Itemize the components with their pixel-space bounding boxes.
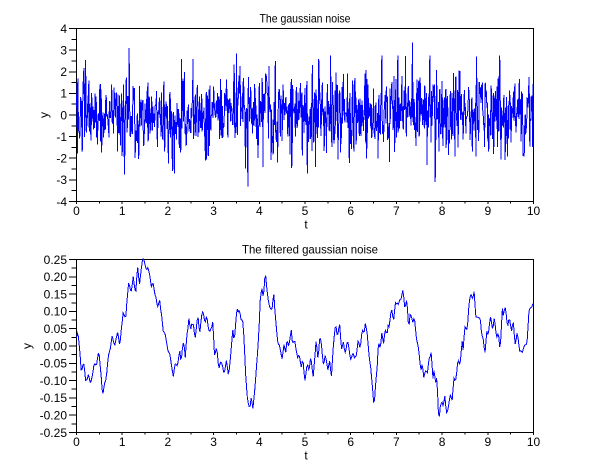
svg-text:0: 0: [60, 108, 67, 122]
svg-text:0.20: 0.20: [44, 270, 68, 284]
svg-text:-4: -4: [56, 195, 67, 209]
svg-text:1: 1: [119, 435, 126, 449]
svg-text:-0.15: -0.15: [40, 391, 68, 405]
svg-text:2: 2: [165, 435, 172, 449]
svg-text:1: 1: [60, 87, 67, 101]
svg-text:6: 6: [347, 204, 354, 218]
svg-text:-2: -2: [56, 152, 67, 166]
svg-text:9: 9: [484, 204, 491, 218]
svg-text:t: t: [304, 217, 308, 231]
svg-text:-3: -3: [56, 173, 67, 187]
svg-text:-0.20: -0.20: [40, 409, 68, 423]
svg-text:0.15: 0.15: [44, 287, 68, 301]
svg-text:3: 3: [60, 43, 67, 57]
svg-text:4: 4: [256, 435, 263, 449]
svg-text:2: 2: [165, 204, 172, 218]
svg-text:t: t: [304, 448, 308, 461]
svg-text:6: 6: [347, 435, 354, 449]
svg-text:9: 9: [484, 435, 491, 449]
svg-text:8: 8: [439, 204, 446, 218]
svg-text:4: 4: [60, 22, 67, 36]
svg-text:10: 10: [527, 204, 541, 218]
svg-text:3: 3: [210, 204, 217, 218]
svg-text:7: 7: [393, 204, 400, 218]
svg-text:0.25: 0.25: [44, 253, 68, 267]
svg-text:1: 1: [119, 204, 126, 218]
svg-text:7: 7: [393, 435, 400, 449]
svg-text:0: 0: [73, 204, 80, 218]
svg-text:y: y: [20, 343, 34, 349]
svg-text:-1: -1: [56, 130, 67, 144]
svg-text:3: 3: [210, 435, 217, 449]
svg-text:0.00: 0.00: [44, 339, 68, 353]
svg-text:10: 10: [527, 435, 541, 449]
svg-text:-0.25: -0.25: [40, 426, 68, 440]
svg-text:The filtered gaussian noise: The filtered gaussian noise: [242, 242, 378, 256]
svg-text:0: 0: [73, 435, 80, 449]
svg-text:0.10: 0.10: [44, 305, 68, 319]
svg-text:5: 5: [302, 204, 309, 218]
svg-text:0.05: 0.05: [44, 322, 68, 336]
svg-text:5: 5: [302, 435, 309, 449]
svg-text:4: 4: [256, 204, 263, 218]
svg-text:y: y: [37, 112, 51, 118]
svg-text:The gaussian noise: The gaussian noise: [260, 11, 351, 25]
svg-text:2: 2: [60, 65, 67, 79]
svg-text:-0.10: -0.10: [40, 374, 68, 388]
svg-text:-0.05: -0.05: [40, 357, 68, 371]
svg-text:8: 8: [439, 435, 446, 449]
